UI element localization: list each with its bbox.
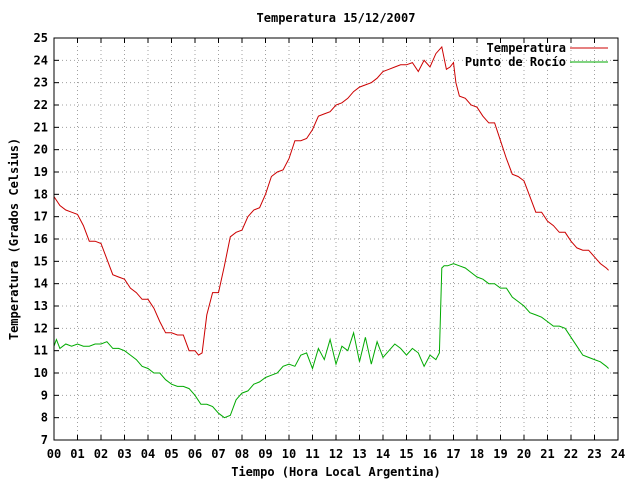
y-tick-label: 10 — [34, 366, 48, 380]
x-tick-label: 19 — [493, 447, 507, 461]
x-tick-label: 06 — [188, 447, 202, 461]
y-tick-label: 19 — [34, 165, 48, 179]
y-tick-label: 14 — [34, 277, 48, 291]
x-tick-label: 01 — [70, 447, 84, 461]
y-tick-label: 22 — [34, 98, 48, 112]
y-tick-label: 20 — [34, 143, 48, 157]
legend-label-temperatura: Temperatura — [487, 41, 566, 55]
y-tick-label: 11 — [34, 344, 48, 358]
x-tick-label: 13 — [352, 447, 366, 461]
x-tick-label: 05 — [164, 447, 178, 461]
y-tick-label: 18 — [34, 187, 48, 201]
x-tick-label: 21 — [540, 447, 554, 461]
y-tick-label: 13 — [34, 299, 48, 313]
x-tick-label: 18 — [470, 447, 484, 461]
x-tick-label: 02 — [94, 447, 108, 461]
y-axis-label: Temperatura (Grados Celsius) — [7, 138, 21, 340]
chart-title: Temperatura 15/12/2007 — [257, 11, 416, 25]
x-tick-label: 08 — [235, 447, 249, 461]
x-tick-label: 14 — [376, 447, 390, 461]
x-tick-label: 12 — [329, 447, 343, 461]
y-tick-label: 23 — [34, 76, 48, 90]
legend: Temperatura Punto de Rocío — [465, 41, 608, 69]
x-tick-label: 15 — [399, 447, 413, 461]
series-line-punto-de-rocio — [53, 263, 609, 419]
x-tick-label: 04 — [141, 447, 155, 461]
x-tick-label: 11 — [305, 447, 319, 461]
x-tick-label: 03 — [117, 447, 131, 461]
y-tick-label: 15 — [34, 254, 48, 268]
y-tick-label: 8 — [41, 411, 48, 425]
grid-layer — [54, 38, 618, 440]
x-axis-label: Tiempo (Hora Local Argentina) — [231, 465, 441, 479]
y-tick-label: 25 — [34, 31, 48, 45]
y-tick-label: 21 — [34, 120, 48, 134]
x-tick-label: 07 — [211, 447, 225, 461]
x-tick-label: 20 — [517, 447, 531, 461]
x-tick-label: 17 — [446, 447, 460, 461]
y-tick-label: 16 — [34, 232, 48, 246]
tick-layer: 00 01 02 03 04 05 06 07 08 09 10 11 12 13 14 15 16 17 18 19… — [34, 31, 626, 461]
x-tick-label: 16 — [423, 447, 437, 461]
y-tick-label: 24 — [34, 53, 48, 67]
legend-label-punto-de-rocio: Punto de Rocío — [465, 55, 566, 69]
y-tick-label: 17 — [34, 210, 48, 224]
x-tick-label: 00 — [47, 447, 61, 461]
y-tick-label: 9 — [41, 388, 48, 402]
series-layer — [53, 45, 609, 419]
x-tick-label: 10 — [282, 447, 296, 461]
x-tick-label: 23 — [587, 447, 601, 461]
x-tick-label: 24 — [611, 447, 625, 461]
series-line-temperatura — [53, 45, 609, 356]
y-tick-label: 7 — [41, 433, 48, 447]
y-tick-label: 12 — [34, 321, 48, 335]
x-tick-label: 09 — [258, 447, 272, 461]
x-tick-label: 22 — [564, 447, 578, 461]
